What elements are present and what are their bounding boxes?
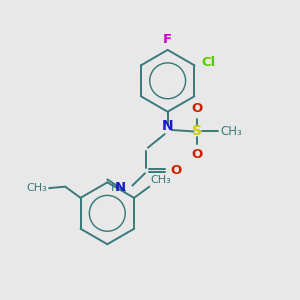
Text: N: N bbox=[114, 181, 126, 194]
Text: Cl: Cl bbox=[201, 56, 215, 70]
Text: CH₃: CH₃ bbox=[221, 125, 242, 138]
Text: O: O bbox=[191, 148, 203, 161]
Text: O: O bbox=[170, 164, 181, 177]
Text: S: S bbox=[192, 124, 202, 138]
Text: N: N bbox=[162, 119, 173, 134]
Text: CH₃: CH₃ bbox=[151, 175, 172, 185]
Text: CH₃: CH₃ bbox=[27, 183, 48, 193]
Text: O: O bbox=[191, 102, 203, 115]
Text: H: H bbox=[111, 181, 120, 194]
Text: F: F bbox=[163, 33, 172, 46]
